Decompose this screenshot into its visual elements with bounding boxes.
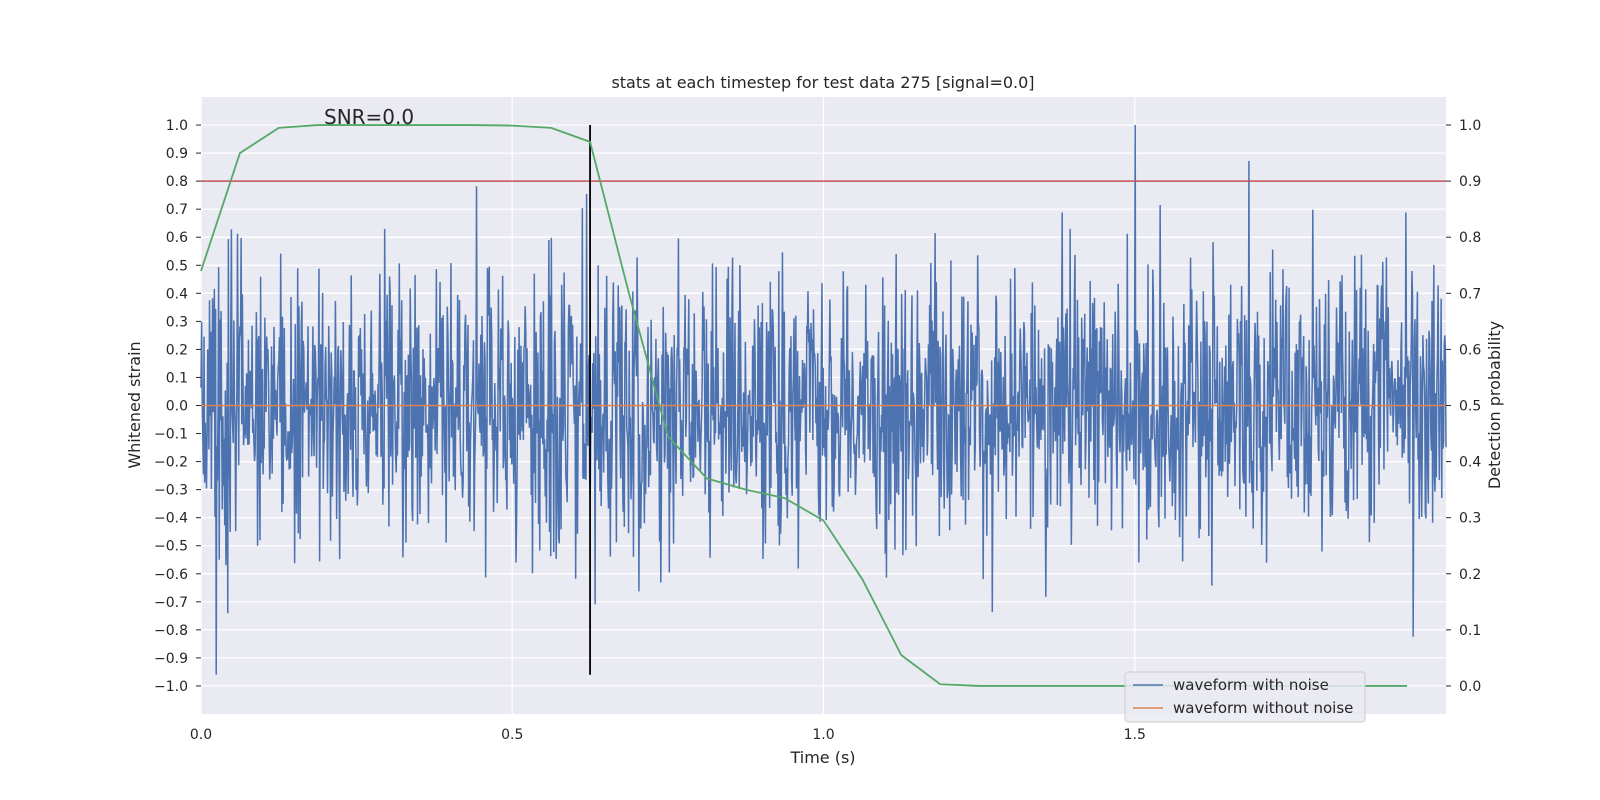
y2-tick-label: 1.0 — [1459, 118, 1481, 134]
y-tick-label: −0.3 — [154, 483, 188, 499]
y2-tick-label: 0.4 — [1459, 455, 1481, 471]
y2-tick-label: 0.5 — [1459, 399, 1481, 415]
y-tick-label: −0.9 — [154, 651, 188, 667]
legend-box — [1124, 671, 1366, 723]
y2-tick-label: 0.7 — [1459, 286, 1481, 302]
y-tick-label: 0.5 — [166, 258, 188, 274]
y-tick-label: 0.7 — [166, 202, 188, 218]
y2-tick-label: 0.9 — [1459, 174, 1481, 190]
x-tick-label: 0.5 — [501, 727, 523, 743]
x-axis-label: Time (s) — [789, 748, 855, 767]
series-waveform-with-noise — [200, 125, 1447, 675]
y2-tick-label: 0.0 — [1459, 679, 1481, 695]
legend: waveform with noise waveform without noi… — [1124, 671, 1366, 723]
y-tick-label: 0.1 — [166, 370, 188, 386]
y-tick-label: −0.4 — [154, 511, 188, 527]
y-tick-label: 0.9 — [166, 146, 188, 162]
x-tick-label: 1.0 — [812, 727, 834, 743]
y-tick-label: 0.3 — [166, 314, 188, 330]
y-tick-label: −0.1 — [154, 427, 188, 443]
y2-tick-label: 0.6 — [1459, 342, 1481, 358]
y-axis-label: Whitened strain — [125, 341, 144, 468]
y-tick-label: 0.4 — [166, 286, 188, 302]
x-axis-ticks: 0.0 0.5 1.0 1.5 — [190, 727, 1146, 743]
y-tick-label: −0.6 — [154, 567, 188, 583]
legend-label-clean: waveform without noise — [1173, 699, 1353, 717]
y2-tick-label: 0.3 — [1459, 511, 1481, 527]
chart-title: stats at each timestep for test data 275… — [611, 73, 1034, 92]
y2-tick-label: 0.2 — [1459, 567, 1481, 583]
x-tick-label: 0.0 — [190, 727, 212, 743]
y-tick-label: −1.0 — [154, 679, 188, 695]
y-tick-label: −0.2 — [154, 455, 188, 471]
y-tick-label: 0.0 — [166, 399, 188, 415]
y2-axis-label: Detection probability — [1485, 321, 1504, 489]
y-tick-label: 0.6 — [166, 230, 188, 246]
y-axis-ticks: −1.0 −0.9 −0.8 −0.7 −0.6 −0.5 −0.4 −0.3 −0.2 −0.1… — [154, 118, 201, 695]
y-tick-label: 1.0 — [166, 118, 188, 134]
x-tick-label: 1.5 — [1124, 727, 1146, 743]
snr-annotation: SNR=0.0 — [324, 105, 414, 129]
y-tick-label: −0.8 — [154, 623, 188, 639]
y2-tick-label: 0.1 — [1459, 623, 1481, 639]
y-tick-label: 0.8 — [166, 174, 188, 190]
legend-label-noise: waveform with noise — [1173, 676, 1329, 694]
y-tick-label: 0.2 — [166, 342, 188, 358]
y2-tick-label: 0.8 — [1459, 230, 1481, 246]
y-tick-label: −0.5 — [154, 539, 188, 555]
y-tick-label: −0.7 — [154, 595, 188, 611]
y2-axis-ticks: 0.0 0.1 0.2 0.3 0.4 0.5 0.6 0.7 0.8 0.9 1.0 — [1446, 118, 1481, 695]
